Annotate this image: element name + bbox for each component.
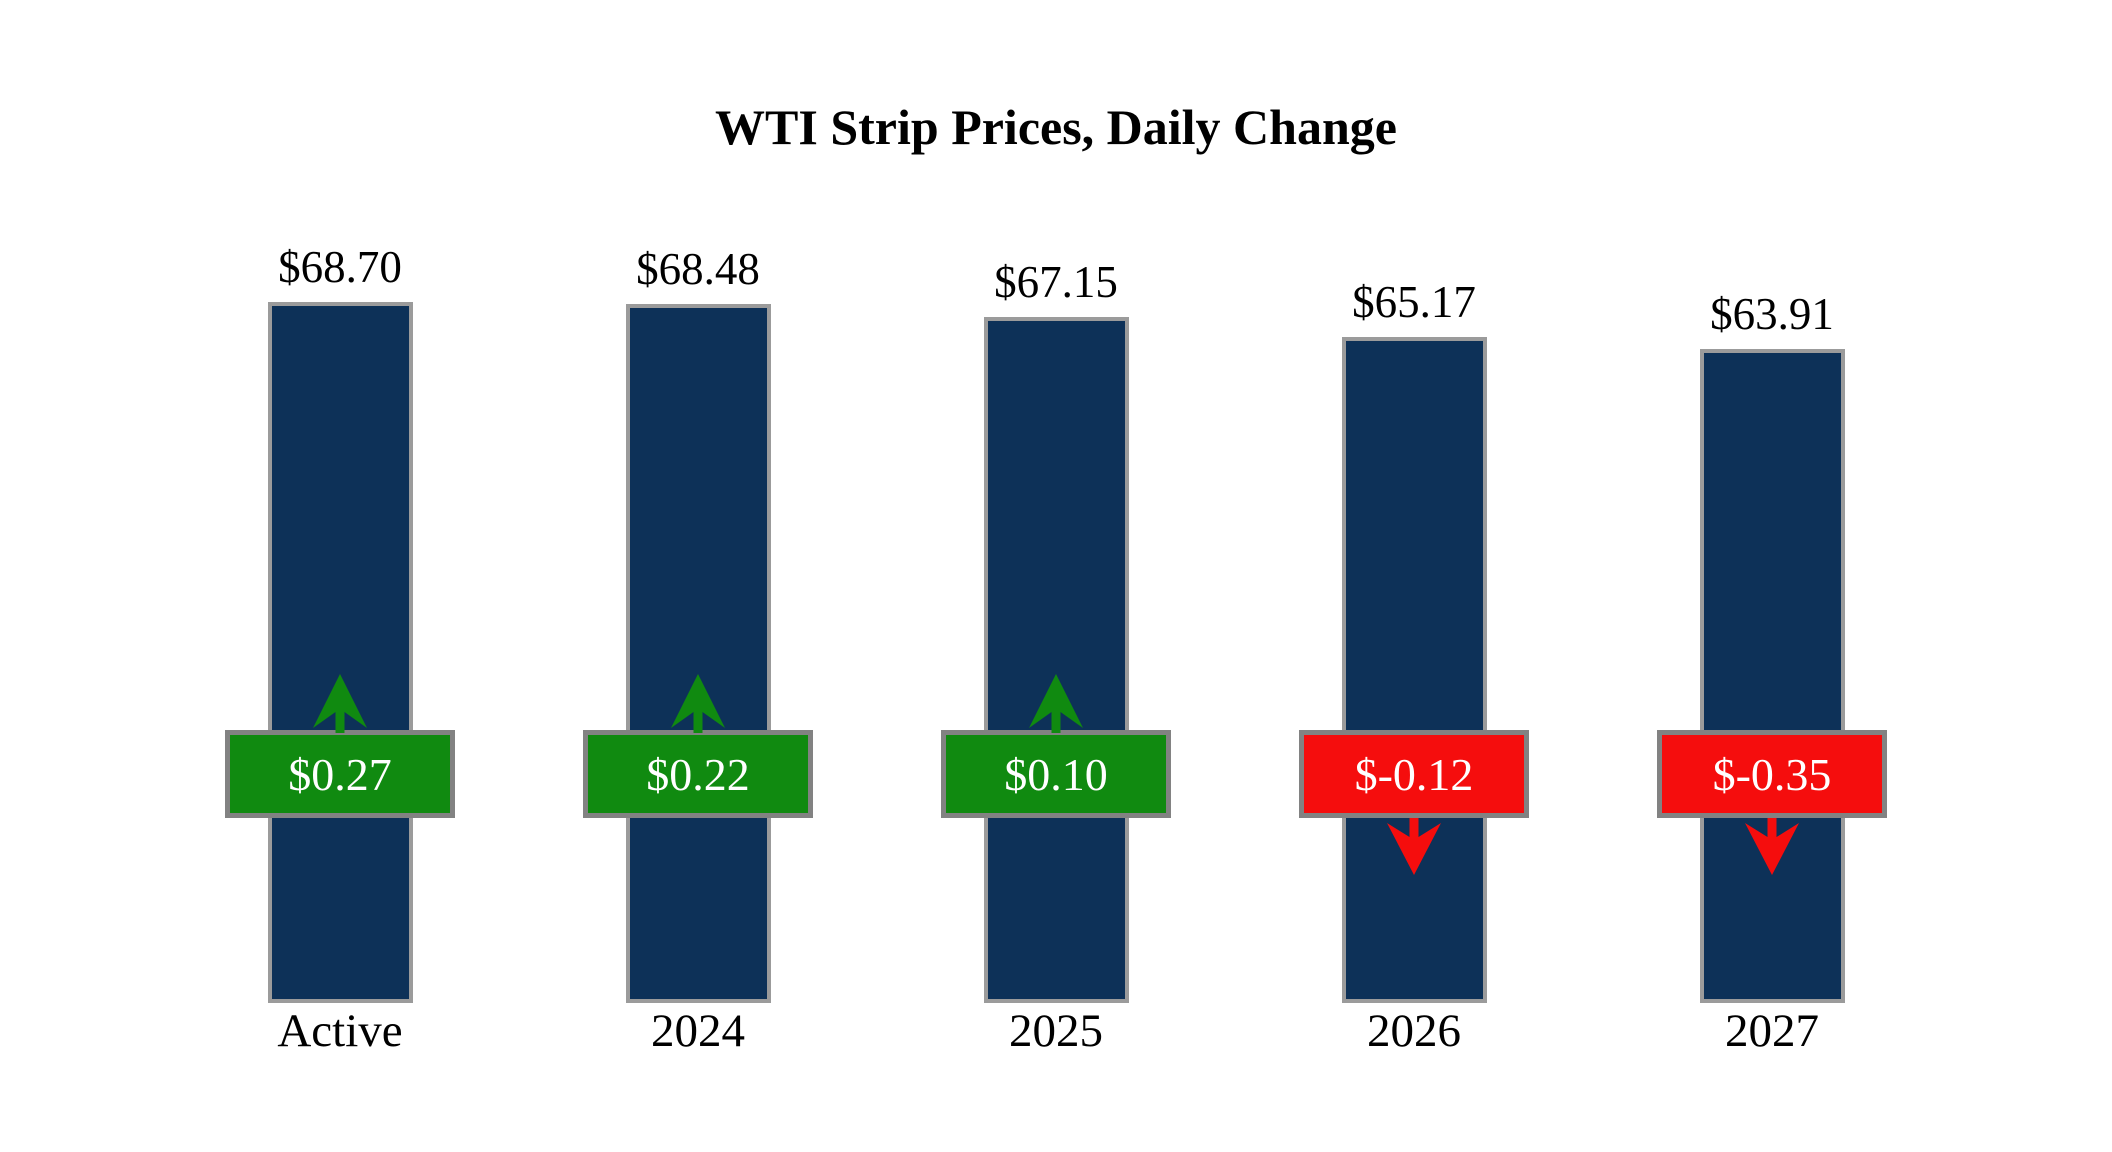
change-badge-label: $-0.12 [1354, 748, 1474, 800]
price-label: $68.70 [278, 242, 402, 292]
category-label: 2026 [1367, 1005, 1461, 1057]
price-label: $63.91 [1710, 289, 1834, 339]
up-arrow-icon [313, 674, 367, 733]
up-arrow-icon [1029, 674, 1083, 733]
change-badge-label: $-0.35 [1712, 748, 1832, 800]
change-badge: $-0.12 [1299, 730, 1529, 818]
category-label: Active [277, 1005, 403, 1057]
bar [1342, 337, 1487, 1003]
change-badge-label: $0.10 [1004, 748, 1108, 800]
change-badge-label: $0.22 [646, 748, 750, 800]
change-badge-label: $0.27 [288, 748, 392, 800]
category-label: 2024 [651, 1005, 745, 1057]
change-badge: $0.22 [583, 730, 813, 818]
price-label: $65.17 [1352, 277, 1476, 327]
up-arrow-icon [671, 674, 725, 733]
price-label: $67.15 [994, 257, 1118, 307]
bar [268, 302, 413, 1003]
category-label: 2027 [1725, 1005, 1819, 1057]
change-badge: $-0.35 [1657, 730, 1887, 818]
bar [1700, 349, 1845, 1003]
change-badge: $0.10 [941, 730, 1171, 818]
chart-title: WTI Strip Prices, Daily Change [715, 99, 1397, 155]
category-label: 2025 [1009, 1005, 1103, 1057]
down-arrow-icon [1387, 818, 1441, 875]
price-label: $68.48 [636, 244, 760, 294]
down-arrow-icon [1745, 818, 1799, 875]
bar [984, 317, 1129, 1003]
change-badge: $0.27 [225, 730, 455, 818]
bar [626, 304, 771, 1003]
